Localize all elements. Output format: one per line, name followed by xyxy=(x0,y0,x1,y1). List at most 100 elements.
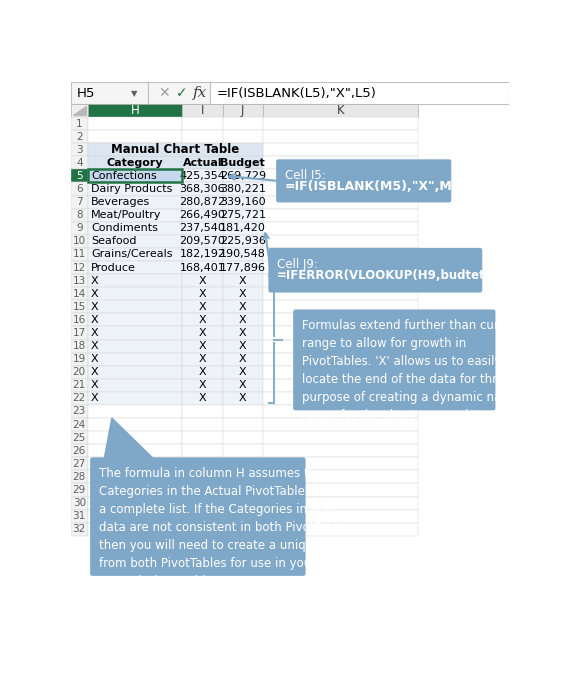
Text: 22: 22 xyxy=(72,393,86,403)
Text: Formulas extend further than current
range to allow for growth in
PivotTables. ': Formulas extend further than current ran… xyxy=(302,320,528,423)
Bar xyxy=(263,222,418,235)
FancyBboxPatch shape xyxy=(293,309,495,410)
Text: Cell I5:: Cell I5: xyxy=(285,169,325,182)
Text: 23: 23 xyxy=(72,407,86,416)
Text: 9: 9 xyxy=(76,223,83,233)
Text: 5: 5 xyxy=(76,171,83,181)
Text: ✕: ✕ xyxy=(158,86,170,100)
Bar xyxy=(222,445,263,458)
Text: Beverages: Beverages xyxy=(91,197,150,207)
Bar xyxy=(71,405,88,418)
Bar xyxy=(88,143,182,156)
Bar xyxy=(222,418,263,431)
Bar xyxy=(222,392,263,405)
Text: Cell J9:: Cell J9: xyxy=(277,258,318,271)
Text: Grains/Cereals: Grains/Cereals xyxy=(91,250,173,259)
Bar xyxy=(182,471,222,484)
Bar xyxy=(182,340,222,353)
Bar xyxy=(182,117,222,130)
Bar xyxy=(88,471,182,484)
Text: 177,896: 177,896 xyxy=(220,263,266,272)
Text: 190,548: 190,548 xyxy=(220,250,266,259)
Bar xyxy=(222,222,263,235)
Text: 266,490: 266,490 xyxy=(179,210,225,220)
Bar xyxy=(263,484,418,497)
Text: X: X xyxy=(199,302,207,311)
Text: 11: 11 xyxy=(72,250,86,259)
Text: X: X xyxy=(91,341,98,351)
Text: 3: 3 xyxy=(76,145,83,155)
Bar xyxy=(88,130,182,143)
Bar xyxy=(71,510,88,523)
Bar xyxy=(88,261,182,274)
Bar xyxy=(263,431,418,445)
Bar xyxy=(71,274,88,287)
Bar xyxy=(263,300,418,314)
Bar xyxy=(88,327,182,340)
Text: X: X xyxy=(91,328,98,338)
Bar xyxy=(263,405,418,418)
Text: X: X xyxy=(91,354,98,364)
Text: H5: H5 xyxy=(77,86,95,99)
Bar xyxy=(263,445,418,458)
Bar xyxy=(263,248,418,261)
Text: ✓: ✓ xyxy=(176,86,187,100)
Bar xyxy=(263,314,418,327)
Text: X: X xyxy=(91,289,98,298)
Bar xyxy=(88,169,182,182)
Text: =IF(ISBLANK(M5),"X",M5): =IF(ISBLANK(M5),"X",M5) xyxy=(285,180,467,193)
Bar xyxy=(88,523,182,536)
Text: X: X xyxy=(239,302,247,311)
Polygon shape xyxy=(104,418,155,460)
Bar xyxy=(222,471,263,484)
Bar xyxy=(71,130,88,143)
Bar xyxy=(88,156,182,169)
Text: X: X xyxy=(91,276,98,285)
Bar xyxy=(88,287,182,300)
Bar xyxy=(88,379,182,392)
Bar xyxy=(263,523,418,536)
Bar xyxy=(71,287,88,300)
Bar xyxy=(88,340,182,353)
Bar xyxy=(182,405,222,418)
Bar xyxy=(263,418,418,431)
Text: Dairy Products: Dairy Products xyxy=(91,184,172,194)
Bar xyxy=(182,314,222,327)
Bar xyxy=(71,445,88,458)
Bar xyxy=(71,248,88,261)
Bar xyxy=(222,130,263,143)
Bar xyxy=(263,196,418,209)
Text: J: J xyxy=(241,104,245,117)
Polygon shape xyxy=(73,106,86,115)
Bar xyxy=(182,169,222,182)
Text: 13: 13 xyxy=(72,276,86,285)
Bar xyxy=(222,366,263,379)
Bar xyxy=(88,169,182,182)
Bar xyxy=(71,261,88,274)
Bar xyxy=(222,117,263,130)
Bar xyxy=(263,471,418,484)
Text: X: X xyxy=(91,393,98,403)
Bar xyxy=(222,169,263,182)
Bar xyxy=(88,209,182,222)
Bar xyxy=(222,510,263,523)
Text: X: X xyxy=(199,328,207,338)
Bar xyxy=(71,471,88,484)
Bar xyxy=(263,182,418,196)
Text: Produce: Produce xyxy=(91,263,136,272)
Text: X: X xyxy=(199,315,207,325)
Text: X: X xyxy=(199,354,207,364)
Bar xyxy=(182,235,222,248)
Bar xyxy=(182,196,222,209)
Text: 14: 14 xyxy=(72,289,86,298)
Bar xyxy=(148,82,210,104)
Bar xyxy=(182,523,222,536)
Text: 32: 32 xyxy=(72,524,86,534)
Bar xyxy=(71,209,88,222)
Bar xyxy=(263,169,418,182)
Text: 21: 21 xyxy=(72,380,86,390)
Bar xyxy=(263,327,418,340)
Text: 425,354: 425,354 xyxy=(179,171,225,181)
Bar xyxy=(182,248,222,261)
Text: The formula in column H assumes the
Categories in the Actual PivotTable will be
: The formula in column H assumes the Cate… xyxy=(100,467,351,589)
